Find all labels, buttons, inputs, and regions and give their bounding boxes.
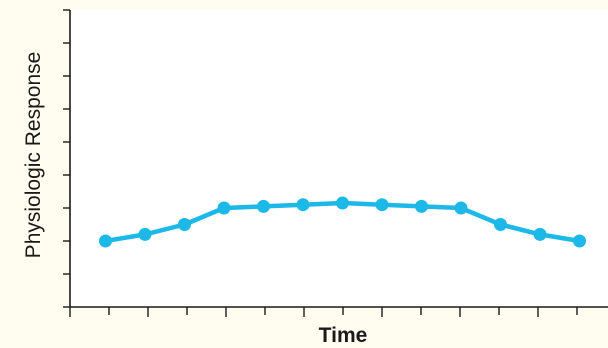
data-point [257,199,270,213]
y-axis-label: Physiologic Response [22,52,45,259]
data-point [573,234,586,248]
y-axis-ticks [63,9,70,308]
data-point [415,199,428,213]
x-axis-label: Time [319,324,368,347]
data-point [99,234,112,248]
data-point [138,227,152,241]
data-point [533,227,547,241]
plot-area [70,10,608,307]
data-point [336,196,349,210]
data-point [375,198,389,212]
data-point [217,201,231,215]
data-point [178,218,191,231]
x-axis-ticks [69,307,578,317]
data-point [454,201,468,215]
data-point [296,198,310,212]
series-layer [99,196,586,248]
data-point [494,218,507,231]
